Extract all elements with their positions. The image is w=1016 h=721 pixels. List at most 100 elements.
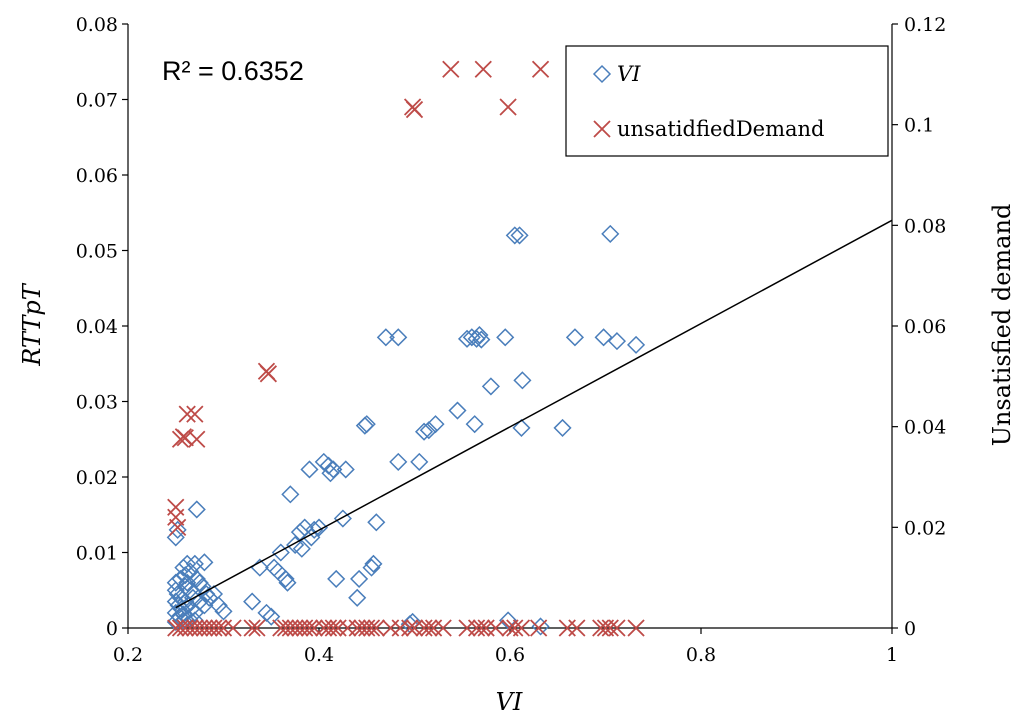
vi-point bbox=[195, 553, 214, 572]
y-tick-label: 0.04 bbox=[76, 316, 118, 338]
unsatisfied-demand-point bbox=[627, 619, 645, 637]
trendline bbox=[175, 219, 893, 609]
vi-point bbox=[426, 415, 445, 434]
x-tick-label: 0.2 bbox=[113, 644, 143, 666]
vi-point bbox=[336, 460, 355, 479]
unsatisfied-demand-point bbox=[188, 430, 206, 448]
vi-point bbox=[187, 569, 206, 588]
vi-point bbox=[496, 328, 515, 347]
vi-point bbox=[168, 520, 187, 539]
vi-point bbox=[414, 422, 434, 441]
vi-point bbox=[364, 554, 383, 573]
vi-point bbox=[176, 566, 195, 585]
vi-point bbox=[281, 485, 300, 504]
y-tick-label: 0.03 bbox=[76, 392, 118, 414]
y-tick-label: 0.07 bbox=[76, 90, 118, 112]
vi-point bbox=[327, 569, 346, 588]
vi-point bbox=[510, 226, 529, 245]
unsatisfied-demand-point bbox=[367, 619, 385, 637]
trendline-line bbox=[175, 219, 893, 609]
tick-labels: 0 0.01 0.02 0.03 0.04 0.05 0.06 0.07 0.08 0 0.02 0.… bbox=[76, 14, 947, 666]
vi-point bbox=[626, 335, 646, 354]
legend-unsatisfied-label: unsatidfiedDemand bbox=[617, 117, 825, 141]
vi-point bbox=[262, 607, 281, 626]
y-tick-label: 0.02 bbox=[76, 467, 118, 489]
vi-point bbox=[367, 513, 386, 532]
vi-point bbox=[505, 226, 524, 245]
y-axis-title: RTTpT bbox=[18, 282, 46, 366]
y-tick-label: 0.01 bbox=[76, 543, 118, 565]
y-tick-label: 0.06 bbox=[76, 165, 118, 187]
x-axis-title: VI bbox=[496, 688, 523, 716]
y-tick-label: 0.05 bbox=[76, 241, 118, 263]
unsatisfied-demand-point bbox=[401, 619, 419, 637]
vi-point bbox=[481, 377, 500, 396]
vi-point bbox=[499, 611, 518, 630]
vi-point bbox=[553, 418, 572, 437]
r-squared-annotation: R² = 0.6352 bbox=[162, 56, 304, 86]
y-tick-label: 0.08 bbox=[76, 14, 118, 36]
vi-point bbox=[467, 329, 486, 348]
vi-point bbox=[190, 573, 209, 592]
unsatisfied-demand-point bbox=[530, 619, 548, 637]
vi-point bbox=[305, 520, 324, 539]
vi-point bbox=[300, 460, 319, 479]
unsatisfied-demand-point bbox=[167, 508, 185, 526]
unsatisfied-demand-point bbox=[442, 60, 460, 78]
legend-vi-label: VI bbox=[617, 62, 641, 86]
unsatisfied-demand-point bbox=[474, 60, 492, 78]
vi-point bbox=[350, 569, 369, 588]
vi-point bbox=[214, 602, 233, 621]
unsatisfied-demand-point bbox=[186, 405, 204, 423]
y2-tick-label: 0.06 bbox=[904, 316, 946, 338]
unsatisfied-demand-point bbox=[178, 405, 196, 423]
vi-point bbox=[472, 330, 491, 349]
y2-tick-label: 0.08 bbox=[904, 215, 946, 237]
legend-vi-marker bbox=[592, 64, 612, 84]
vi-point bbox=[462, 328, 481, 347]
vi-point bbox=[389, 328, 408, 347]
vi-point bbox=[166, 573, 185, 592]
x-tick-label: 1 bbox=[886, 644, 898, 666]
vi-point bbox=[419, 421, 438, 440]
y2-tick-label: 0 bbox=[904, 618, 916, 640]
vi-point bbox=[321, 464, 340, 483]
vi-point bbox=[448, 401, 467, 420]
vi-point bbox=[187, 500, 206, 519]
unsatisfied-demand-point bbox=[224, 619, 242, 637]
vi-point bbox=[512, 418, 531, 437]
legend-box bbox=[565, 45, 889, 157]
vi-point bbox=[410, 452, 429, 471]
unsatisfied-demand-point bbox=[568, 619, 586, 637]
vi-point bbox=[209, 596, 228, 615]
vi-point bbox=[324, 460, 343, 479]
y2-axis-title: Unsatisfied demand bbox=[988, 204, 1016, 447]
x-tick-label: 0.8 bbox=[686, 644, 716, 666]
vi-point bbox=[309, 518, 329, 537]
vi-point bbox=[513, 371, 532, 390]
unsatisfied-demand-point bbox=[487, 619, 505, 637]
vi-point bbox=[271, 543, 290, 562]
unsatisfied-demand-point bbox=[405, 100, 424, 119]
unsatisfied-demand-point bbox=[324, 619, 342, 637]
unsatisfied-demand-point bbox=[608, 619, 626, 637]
unsatisfied-demand-point bbox=[420, 619, 438, 637]
unsatisfied-demand-point bbox=[434, 619, 452, 637]
vi-point bbox=[376, 328, 395, 347]
vi-point bbox=[348, 588, 367, 607]
vi-point bbox=[594, 328, 613, 347]
vi-point bbox=[195, 596, 214, 615]
unsatisfied-demand-point bbox=[472, 619, 490, 637]
unsatisfied-demand-point bbox=[259, 365, 278, 383]
y-tick-label: 0 bbox=[106, 618, 118, 640]
unsatisfied-demand-point bbox=[300, 619, 319, 637]
y2-tick-label: 0.04 bbox=[904, 417, 946, 439]
vi-point bbox=[389, 452, 408, 471]
x-tick-label: 0.6 bbox=[495, 644, 525, 666]
unsatisfied-demand-point bbox=[243, 619, 261, 637]
unsatisfied-demand-point bbox=[512, 619, 531, 637]
y2-tick-label: 0.02 bbox=[904, 517, 946, 539]
unsatisfied-demand-point bbox=[601, 619, 619, 637]
vi-point bbox=[565, 328, 585, 347]
